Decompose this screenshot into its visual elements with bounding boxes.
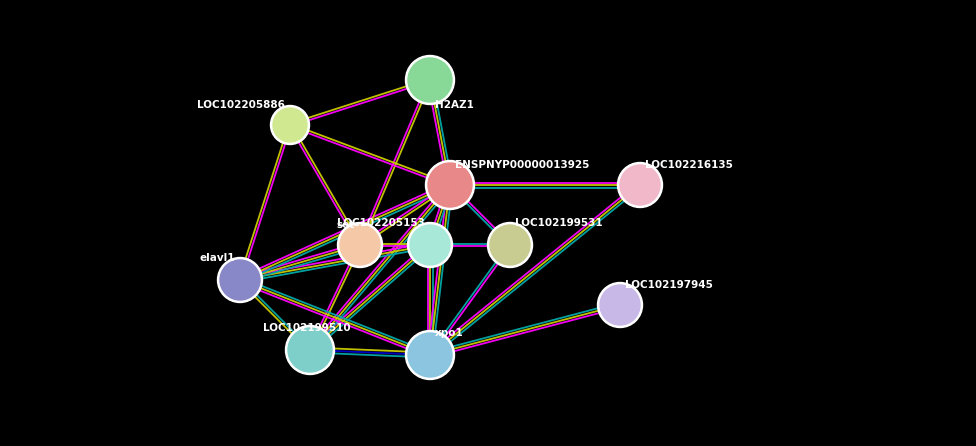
Circle shape	[270, 106, 309, 145]
Circle shape	[620, 165, 660, 205]
Text: LOC102205886: LOC102205886	[197, 100, 285, 110]
Text: LOC102199531: LOC102199531	[515, 218, 602, 228]
Circle shape	[340, 225, 380, 265]
Circle shape	[410, 225, 450, 265]
Text: LOC102205153: LOC102205153	[337, 218, 425, 228]
Circle shape	[218, 257, 263, 302]
Circle shape	[600, 285, 640, 325]
Text: LOC102216135: LOC102216135	[645, 160, 733, 170]
Circle shape	[490, 225, 530, 265]
Circle shape	[428, 163, 472, 207]
Text: LOC102199510: LOC102199510	[264, 323, 350, 333]
Circle shape	[338, 223, 383, 268]
Text: elavl1: elavl1	[199, 253, 235, 263]
Circle shape	[405, 55, 455, 104]
Circle shape	[286, 326, 335, 375]
Circle shape	[273, 108, 307, 142]
Circle shape	[408, 333, 452, 377]
Text: ENSPNYP00000013925: ENSPNYP00000013925	[455, 160, 590, 170]
Text: xpo1: xpo1	[435, 328, 464, 338]
Circle shape	[288, 328, 332, 372]
Circle shape	[597, 282, 642, 327]
Text: LOC102197945: LOC102197945	[625, 280, 712, 290]
Circle shape	[487, 223, 533, 268]
Circle shape	[220, 260, 260, 300]
Circle shape	[405, 330, 455, 380]
Circle shape	[618, 162, 663, 207]
Circle shape	[408, 58, 452, 102]
Circle shape	[408, 223, 453, 268]
Text: H2AZ1: H2AZ1	[435, 100, 474, 110]
Text: set: set	[337, 220, 355, 230]
Circle shape	[426, 161, 474, 210]
